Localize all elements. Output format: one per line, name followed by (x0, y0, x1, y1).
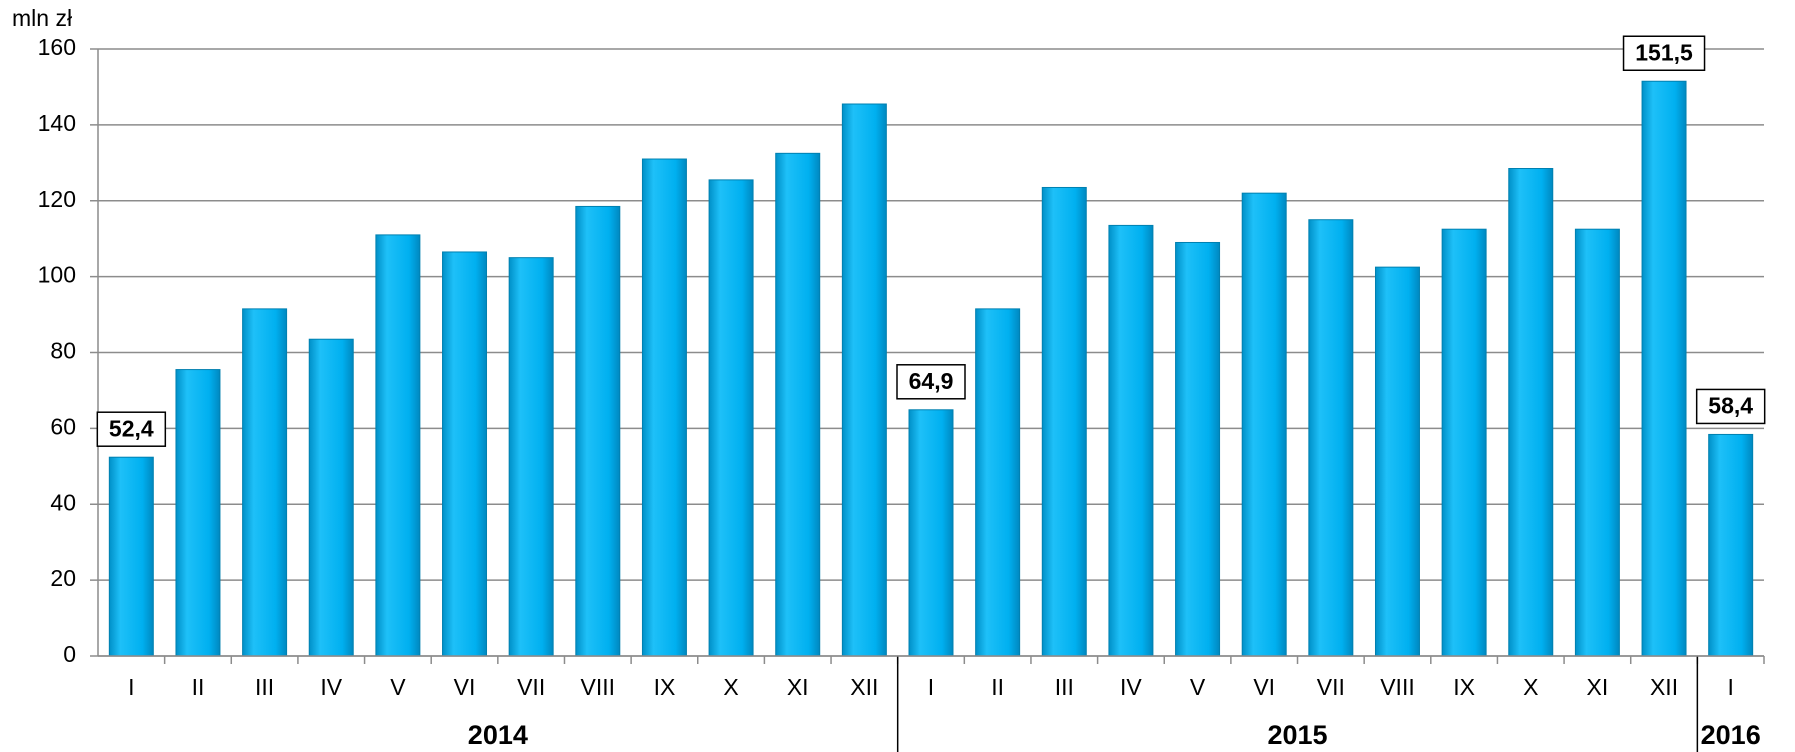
bar (508, 257, 554, 657)
y-tick-label: 100 (38, 262, 76, 288)
group-label: 2014 (468, 720, 528, 750)
y-tick-label: 40 (50, 489, 76, 515)
bar (375, 234, 421, 657)
bar (175, 369, 221, 657)
y-tick-label: 140 (38, 110, 76, 136)
bar (841, 103, 887, 657)
bar (975, 308, 1021, 657)
x-tick-label: III (255, 674, 274, 700)
bar (108, 456, 154, 657)
x-tick-label: III (1055, 674, 1074, 700)
bar (1508, 168, 1554, 657)
data-label-box (1622, 35, 1706, 71)
x-tick-label: XI (787, 674, 809, 700)
bar (1441, 228, 1487, 657)
y-tick-label: 120 (38, 186, 76, 212)
x-tick-label: IV (1120, 674, 1142, 700)
bar (1041, 186, 1087, 657)
bar (1108, 224, 1154, 657)
x-tick-label: IX (1453, 674, 1475, 700)
data-label-box (896, 364, 966, 400)
data-label-box (96, 411, 167, 447)
y-tick-label: 160 (38, 34, 76, 60)
x-tick-label: XII (850, 674, 878, 700)
x-tick-label: VIII (1380, 674, 1415, 700)
x-tick-label: VII (517, 674, 545, 700)
group-label: 2016 (1701, 720, 1761, 750)
bar (1641, 80, 1687, 657)
bar (708, 179, 754, 657)
bar (242, 308, 288, 657)
x-tick-label: IV (320, 674, 342, 700)
data-label: 52,4 (109, 415, 154, 441)
y-tick-label: 0 (63, 641, 76, 667)
data-label: 64,9 (909, 368, 954, 394)
y-tick-label: 20 (50, 565, 76, 591)
x-tick-label: II (991, 674, 1004, 700)
data-label-box (1695, 388, 1766, 425)
bar (775, 152, 821, 657)
data-label: 58,4 (1708, 393, 1753, 419)
x-tick-label: VIII (581, 674, 616, 700)
bar (1241, 192, 1287, 657)
x-tick-label: VI (1253, 674, 1275, 700)
x-tick-label: I (928, 674, 934, 700)
x-tick-label: IX (654, 674, 676, 700)
bar (641, 158, 687, 657)
bar (1175, 241, 1221, 657)
bar (1374, 266, 1420, 657)
group-label: 2015 (1267, 720, 1327, 750)
bar (308, 338, 354, 657)
bar (442, 251, 488, 657)
bar (1308, 219, 1354, 657)
x-tick-label: X (723, 674, 738, 700)
bar (1574, 228, 1620, 657)
bar (1708, 433, 1754, 657)
x-tick-label: II (192, 674, 205, 700)
x-tick-label: VII (1317, 674, 1345, 700)
x-tick-label: V (1190, 674, 1206, 700)
x-tick-label: V (390, 674, 406, 700)
bar (908, 409, 954, 657)
x-tick-label: XI (1587, 674, 1609, 700)
y-axis-label: mln zł (12, 5, 72, 31)
y-tick-label: 60 (50, 413, 76, 439)
x-tick-label: I (128, 674, 134, 700)
x-tick-label: XII (1650, 674, 1678, 700)
x-tick-label: X (1523, 674, 1538, 700)
x-tick-label: I (1727, 674, 1733, 700)
bar (575, 205, 621, 657)
data-label: 151,5 (1635, 39, 1693, 65)
y-tick-label: 80 (50, 338, 76, 364)
x-tick-label: VI (454, 674, 476, 700)
